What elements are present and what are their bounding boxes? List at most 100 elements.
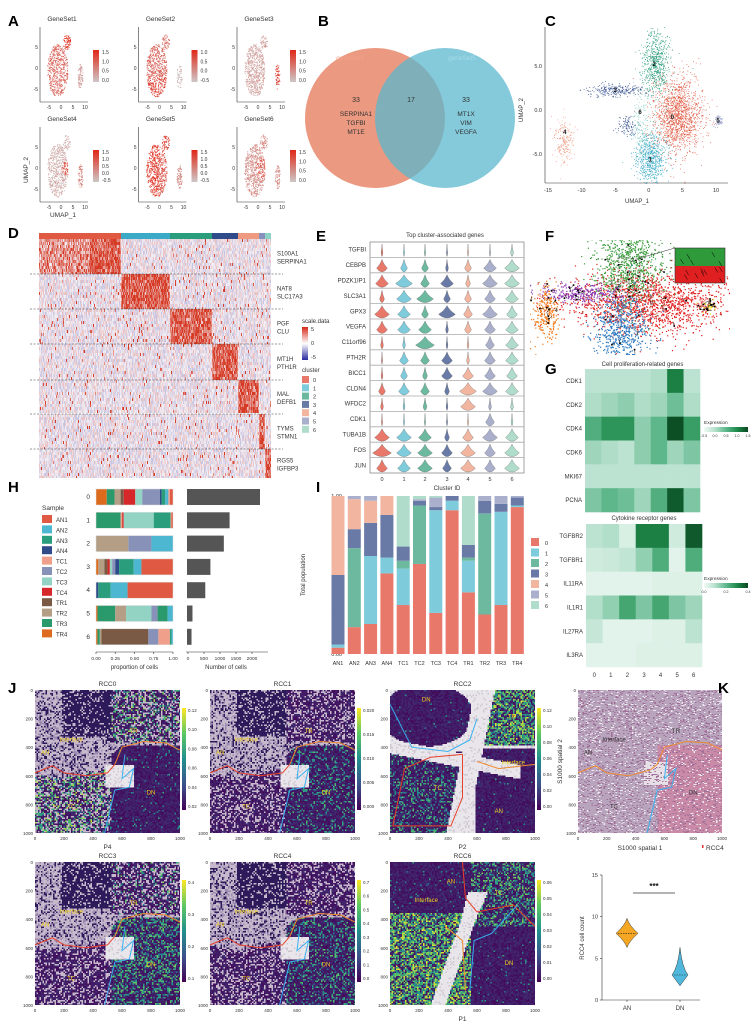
gene-label: CDK1 [350, 417, 367, 423]
x-tick-label: 1000 [530, 1008, 541, 1013]
sample-legend-label: TC2 [56, 570, 68, 576]
x-tick-label: 0 [187, 656, 190, 662]
colorbar-tick: 0.3 [363, 935, 370, 940]
violin [376, 258, 388, 272]
proliferation-heatmap-cell [585, 416, 602, 441]
sample-legend-label: AN2 [56, 528, 68, 534]
spatial-colorbar [182, 880, 186, 982]
gene-label: PDZK1IP1 [338, 279, 367, 285]
inset-source-box [617, 257, 641, 283]
violin [467, 243, 469, 257]
x-tick-label: 0 [158, 205, 161, 211]
cluster-legend-swatch [302, 425, 309, 433]
cluster-legend-swatch [531, 580, 539, 588]
colorbar-tick: 0.02 [188, 804, 197, 809]
violin [438, 305, 456, 319]
cluster-label: 5 [86, 611, 90, 618]
x-tick-label: 200 [60, 1008, 68, 1013]
colorbar-tick: 0.2 [188, 944, 195, 949]
gene-label: CLDN4 [346, 386, 366, 392]
boundary-line [209, 764, 291, 777]
x-tick-label: 0.00 [91, 656, 101, 662]
violin [505, 320, 519, 334]
spatial-colorbar [357, 880, 361, 982]
cluster-label: 2 [86, 541, 90, 548]
region-label: TR [305, 729, 314, 735]
colorbar-tick: 1.0 [201, 157, 208, 163]
cytokine-heatmap-cell [652, 595, 670, 620]
proliferation-heatmap-cell [650, 416, 668, 441]
x-tick-label: 800 [502, 836, 510, 841]
sample-legend-swatch [42, 577, 52, 586]
y-axis-label: UMAP_2 [23, 157, 30, 183]
colorbar-tick: 1.0 [201, 50, 208, 56]
proliferation-heatmap-cell [650, 392, 668, 417]
proportion-segment [153, 512, 171, 529]
x-tick-label: 0.25 [111, 656, 121, 662]
cluster-legend-label: 5 [545, 594, 548, 600]
proliferation-heatmap-cell [585, 464, 602, 489]
proliferation-heatmap-cell [634, 416, 652, 441]
cluster-label: 3 [614, 88, 618, 94]
cell-count-bar [187, 535, 224, 552]
x-tick-label: AN [623, 1006, 631, 1012]
cytokine-heatmap-cell [586, 595, 603, 620]
cluster-legend-label: 3 [313, 403, 316, 409]
proliferation-heatmap-cell [650, 440, 668, 465]
x-tick-label: 5 [170, 105, 173, 111]
scale-colorbar [302, 327, 308, 360]
stacked-bar-segment [413, 496, 426, 500]
cluster-legend-swatch [531, 548, 539, 557]
cytokine-heatmap-cell [652, 619, 670, 644]
violin [441, 443, 453, 457]
heatmap-row-label: MKI67 [565, 474, 583, 480]
panel-label: I [316, 479, 320, 496]
stacked-bar-segment [413, 505, 426, 564]
x-tick-label: 4 [659, 673, 663, 679]
proportion-segment [97, 628, 100, 645]
colorbar-tick: 0.06 [543, 880, 552, 885]
sample-legend-label: AN4 [56, 549, 68, 555]
sample-legend-label: AN3 [56, 539, 68, 545]
colorbar-tick: -0.5 [201, 78, 210, 84]
feature-plot-title: GeneSet6 [244, 116, 274, 123]
violin [422, 397, 428, 411]
colorbar-tick: 0.00 [543, 804, 552, 809]
cluster-legend-swatch [302, 417, 309, 425]
cytokine-heatmap-cell [668, 595, 686, 620]
x-tick-label: 10 [181, 105, 187, 111]
violin [504, 274, 520, 288]
cluster-legend-label: 6 [545, 604, 548, 610]
boundary-line [389, 704, 478, 753]
violin [482, 305, 498, 319]
stacked-bar-segment [461, 496, 475, 545]
sample-legend-swatch [42, 587, 52, 596]
proportion-segment [151, 535, 173, 552]
cytokine-heatmap-cell [602, 524, 620, 549]
y-axis-label: RCC4 cell count [580, 916, 586, 960]
cluster-legend-swatch [302, 376, 309, 383]
x-tick-label: 10 [279, 205, 285, 211]
colorbar-tick: 0.01 [543, 960, 552, 965]
feature-plot-title: GeneSet2 [146, 16, 176, 23]
violin [396, 443, 412, 457]
gene-label: WFDC2 [345, 402, 367, 408]
gene-label: CLU [277, 330, 289, 336]
stacked-bar-segment [331, 496, 345, 575]
violin [483, 258, 497, 272]
y-tick-label: 0 [232, 66, 235, 72]
panel-label: A [8, 13, 19, 30]
violin [380, 336, 384, 349]
x-tick-label: 5 [269, 205, 272, 211]
y-tick-label: 0 [35, 166, 38, 172]
colorbar-tick: 0.12 [188, 708, 197, 713]
gene-label: SLC3A1 [344, 294, 367, 300]
region-label: DN [422, 697, 431, 703]
region-label: TR [305, 901, 314, 907]
violin [381, 413, 383, 426]
x-tick-label: 600 [473, 836, 481, 841]
violin [482, 428, 498, 442]
stacked-bar-segment [396, 496, 410, 547]
cytokine-heatmap-cell [685, 643, 703, 668]
bar-outline [95, 512, 174, 529]
